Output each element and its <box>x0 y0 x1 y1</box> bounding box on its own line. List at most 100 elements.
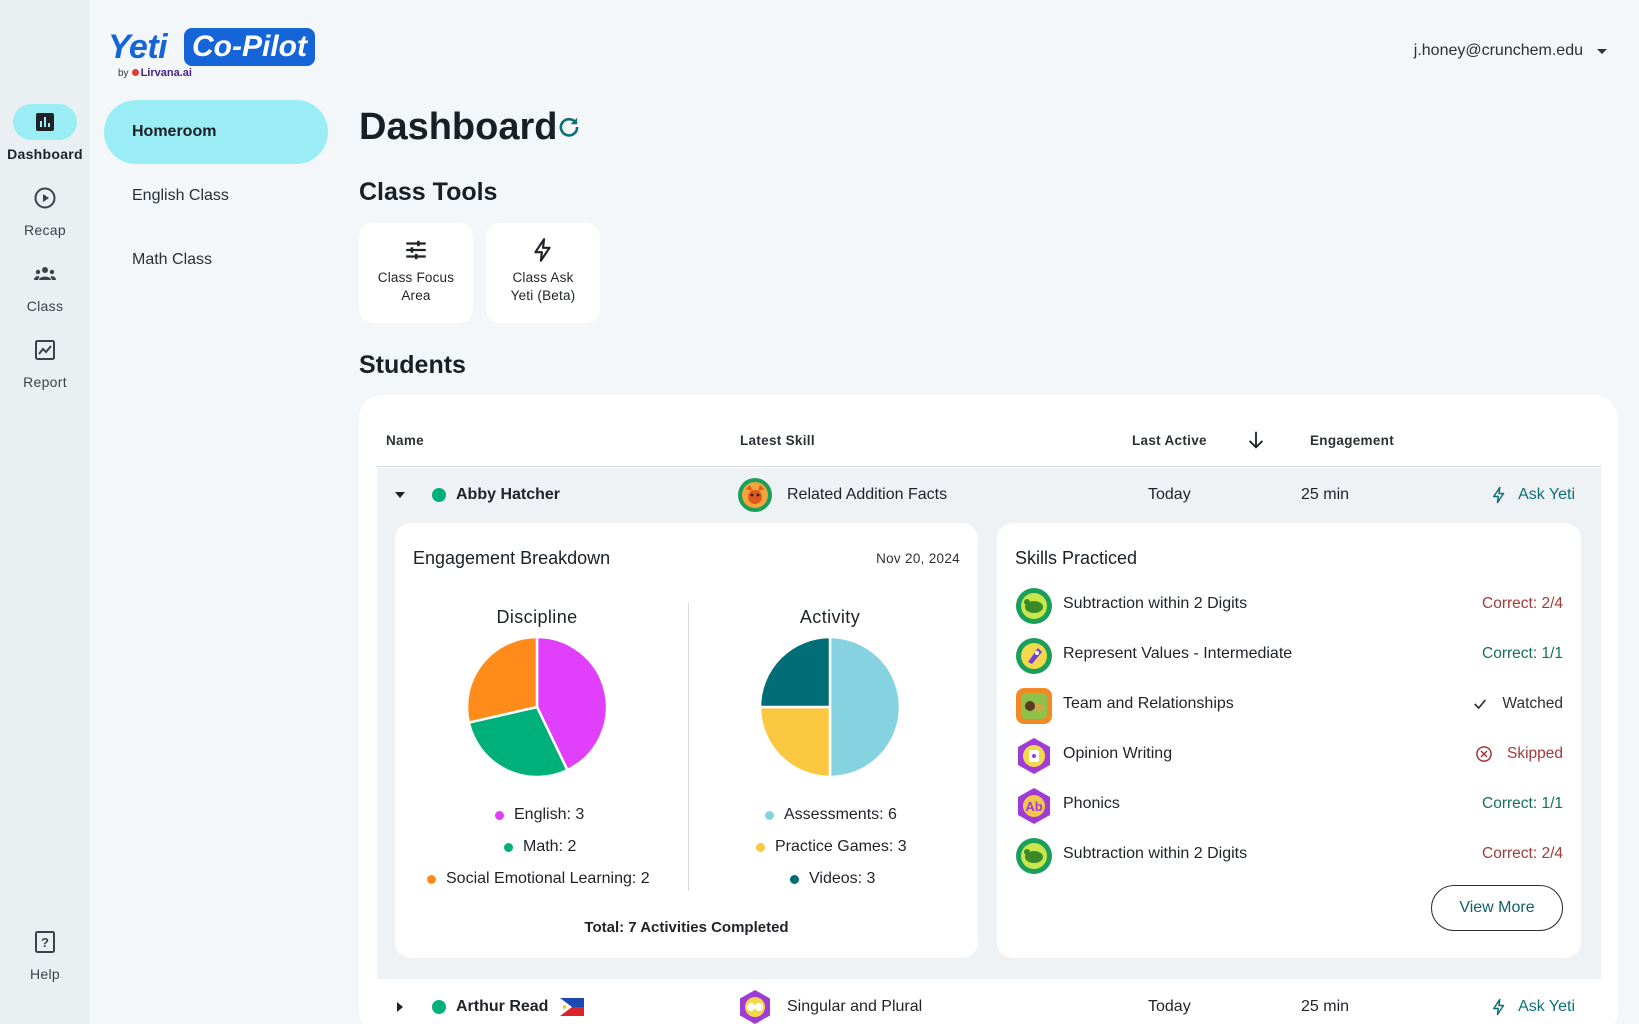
app-logo[interactable]: Yeti Co-Pilot by Lirvana.ai <box>108 28 326 82</box>
skill-name: Subtraction within 2 Digits <box>1063 845 1248 862</box>
class-focus-area-button[interactable]: Class Focus Area <box>359 223 473 323</box>
expand-toggle[interactable] <box>391 998 409 1016</box>
check-icon <box>1474 699 1487 710</box>
rail-label: Report <box>23 374 67 390</box>
skill-name: Opinion Writing <box>1063 745 1173 762</box>
class-ask-yeti-button[interactable]: Class Ask Yeti (Beta) <box>486 223 600 323</box>
rail-item-report[interactable]: Report <box>0 332 90 390</box>
discipline-slice-0 <box>535 635 609 772</box>
skill-row[interactable]: Ab Phonics Correct: 1/1 <box>1015 783 1563 827</box>
page-title: Dashboard <box>359 106 558 148</box>
column-header-engagement[interactable]: Engagement <box>1310 433 1395 448</box>
collapse-toggle[interactable] <box>391 486 409 504</box>
last-active: Today <box>1148 998 1191 1015</box>
turtle-avatar-icon <box>1016 838 1052 874</box>
skill-name: Team and Relationships <box>1063 695 1234 712</box>
table-row[interactable]: Arthur Read Singular and Plural Today 25… <box>377 979 1601 1024</box>
tune-icon <box>406 240 426 260</box>
legend-label: Assessments: 6 <box>784 806 897 823</box>
skill-row[interactable]: Subtraction within 2 Digits Correct: 2/4 <box>1015 833 1563 877</box>
student-name[interactable]: Abby Hatcher <box>456 486 561 503</box>
ask-yeti-button[interactable]: Ask Yeti <box>1490 486 1575 504</box>
arrow-down-icon[interactable] <box>1245 429 1267 451</box>
chevron-down-icon <box>1597 48 1607 54</box>
online-status-dot <box>432 1000 446 1014</box>
user-email: j.honey@crunchem.edu <box>1413 42 1583 59</box>
rail-pill <box>13 104 77 140</box>
user-menu[interactable]: j.honey@crunchem.edu <box>1414 42 1607 60</box>
rail-item-class[interactable]: Class <box>0 256 90 314</box>
rail-item-help[interactable]: ? Help <box>0 924 90 982</box>
ask-yeti-button[interactable]: Ask Yeti <box>1490 998 1575 1016</box>
rail-label: Dashboard <box>7 146 83 162</box>
column-header-last-active[interactable]: Last Active <box>1132 433 1207 448</box>
skill-row[interactable]: Opinion Writing Skipped <box>1015 733 1563 777</box>
skill-result-skipped: Skipped <box>1475 745 1563 763</box>
legend-label: Math: 2 <box>523 838 577 855</box>
bolt-icon <box>1493 486 1505 504</box>
rail-item-recap[interactable]: Recap <box>0 180 90 238</box>
skill-result: Correct: 2/4 <box>1482 595 1563 612</box>
legend-swatch <box>756 842 765 852</box>
skill-row[interactable]: Team and Relationships Watched <box>1015 683 1563 727</box>
engagement-time: 25 min <box>1301 998 1350 1015</box>
class-item-english[interactable]: English Class <box>132 187 229 204</box>
engagement-breakdown-card: Engagement Breakdown Nov 20, 2024 Discip… <box>395 523 978 958</box>
legend-practice-games: Practice Games: 3 <box>756 838 907 856</box>
total-activities: Total: 7 Activities Completed <box>584 919 789 936</box>
tool-label-line2: Yeti (Beta) <box>510 288 576 303</box>
latest-skill: Singular and Plural <box>787 998 923 1015</box>
table-row-expanded: Abby Hatcher Related Addition Facts Toda… <box>377 468 1601 979</box>
student-name[interactable]: Arthur Read <box>456 998 549 1015</box>
philippines-flag-icon <box>560 998 584 1016</box>
legend-swatch <box>427 874 436 884</box>
skill-row[interactable]: Subtraction within 2 Digits Correct: 2/4 <box>1015 583 1563 627</box>
skill-result: Skipped <box>1506 745 1563 762</box>
triangle-down-icon <box>395 492 405 498</box>
turtle-avatar-icon <box>1016 588 1052 624</box>
rail-label: Class <box>26 298 64 314</box>
svg-text:?: ? <box>41 935 49 950</box>
team-avatar-icon <box>1016 688 1052 724</box>
skill-result: Correct: 2/4 <box>1482 845 1563 862</box>
engagement-date: Nov 20, 2024 <box>876 551 960 566</box>
students-table: Name Latest Skill Last Active Engagement… <box>359 395 1618 1024</box>
skills-practiced-card: Skills Practiced Subtraction within 2 Di… <box>997 523 1581 958</box>
nav-rail: Dashboard Recap Class Report ? Help <box>0 0 90 1024</box>
logo-company: Lirvana.ai <box>140 67 192 79</box>
skill-name: Represent Values - Intermediate <box>1063 645 1293 662</box>
legend-label: English: 3 <box>514 806 585 823</box>
rail-pill <box>13 180 77 216</box>
activity-slice-2 <box>758 635 832 709</box>
legend-label: Social Emotional Learning: 2 <box>446 870 650 887</box>
class-item-math[interactable]: Math Class <box>132 251 213 268</box>
column-header-name[interactable]: Name <box>386 433 424 448</box>
class-item-homeroom[interactable]: Homeroom <box>104 100 328 164</box>
skill-result: Correct: 1/1 <box>1482 795 1563 812</box>
group-icon <box>34 267 56 280</box>
skill-row[interactable]: Represent Values - Intermediate Correct:… <box>1015 633 1563 677</box>
view-more-button[interactable]: View More <box>1431 885 1563 931</box>
logo-product: Co-Pilot <box>184 28 315 66</box>
phonics-avatar-icon: Ab <box>1018 788 1050 824</box>
legend-assessments: Assessments: 6 <box>765 806 897 824</box>
legend-swatch <box>765 810 774 820</box>
bolt-icon <box>1493 998 1505 1016</box>
rail-item-dashboard[interactable]: Dashboard <box>0 104 90 162</box>
legend-label: Videos: 3 <box>809 870 876 887</box>
engagement-title: Engagement Breakdown <box>413 548 611 568</box>
ask-yeti-label: Ask Yeti <box>1518 486 1575 503</box>
discipline-slice-2 <box>465 635 539 725</box>
dashboard-icon <box>36 113 54 131</box>
rail-label: Help <box>30 966 60 982</box>
logo-dot <box>131 69 139 76</box>
activity-title: Activity <box>799 607 861 627</box>
students-title: Students <box>359 351 466 379</box>
refresh-icon[interactable] <box>556 114 582 140</box>
table-header: Name Latest Skill Last Active Engagement <box>377 395 1601 467</box>
legend-swatch <box>790 874 799 884</box>
activity-slice-1 <box>758 705 832 779</box>
column-header-latest-skill[interactable]: Latest Skill <box>740 433 815 448</box>
rail-label: Recap <box>24 222 66 238</box>
table-row[interactable]: Abby Hatcher Related Addition Facts Toda… <box>377 468 1601 522</box>
